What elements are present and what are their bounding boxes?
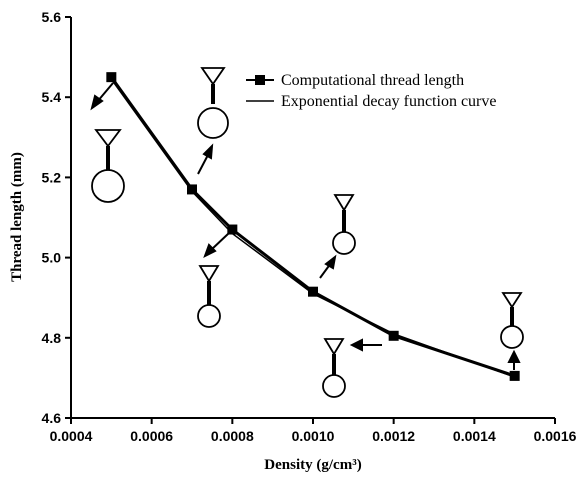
- droplet-icon: [197, 67, 229, 139]
- droplet-icon: [197, 265, 221, 328]
- series-layer: [106, 72, 520, 381]
- droplet-icon: [91, 129, 125, 203]
- square-marker-icon: [255, 75, 265, 85]
- x-tick-label: 0.0004: [50, 428, 93, 444]
- y-axis-title: Thread length (mm): [9, 152, 25, 282]
- y-tick-label: 5.6: [42, 9, 62, 25]
- computational-thread-line: [110, 76, 516, 378]
- data-point-marker: [227, 224, 238, 235]
- x-tick-label: 0.0016: [534, 428, 577, 444]
- arrow-icon: [197, 143, 214, 175]
- arrow-icon: [507, 349, 521, 370]
- data-point-marker: [187, 184, 197, 195]
- y-tick-label: 4.6: [42, 410, 62, 426]
- data-point-marker: [308, 286, 318, 297]
- legend-label-computational: Computational thread length: [281, 72, 464, 89]
- x-tick-label: 0.0014: [453, 428, 496, 444]
- data-point-marker: [388, 330, 399, 341]
- droplet-icon: [322, 338, 346, 398]
- x-tick-label: 0.0008: [211, 428, 254, 444]
- arrow-icon: [90, 82, 114, 111]
- x-axis-title: Density (g/cm³): [264, 457, 361, 473]
- y-tick-label: 5.2: [42, 169, 62, 185]
- data-point-marker: [509, 370, 520, 381]
- legend: Computational thread length Exponential …: [246, 72, 496, 110]
- legend-item-exponential: Exponential decay function curve: [246, 93, 496, 110]
- arrow-icon: [349, 338, 382, 352]
- droplet-illustrations: [91, 67, 524, 398]
- data-point-marker: [106, 72, 117, 83]
- y-tick-label: 5.0: [42, 250, 62, 266]
- y-tick-label: 5.4: [42, 89, 62, 105]
- exponential-decay-line: [110, 78, 515, 378]
- arrow-icon: [203, 232, 230, 259]
- droplet-icon: [332, 194, 356, 255]
- x-tick-label: 0.0012: [372, 428, 415, 444]
- legend-label-exponential: Exponential decay function curve: [281, 93, 496, 110]
- legend-item-computational: Computational thread length: [246, 72, 464, 89]
- y-tick-label: 4.8: [42, 330, 62, 346]
- y-ticks: 4.6 4.8 5.0 5.2 5.4 5.6: [42, 9, 71, 426]
- droplet-icon: [500, 292, 524, 349]
- annotation-arrows: [90, 82, 521, 370]
- x-tick-label: 0.0010: [292, 428, 335, 444]
- arrow-icon: [319, 254, 337, 279]
- x-tick-label: 0.0006: [130, 428, 173, 444]
- x-ticks: 0.0004 0.0006 0.0008 0.0010 0.0012 0.0014 0.00…: [50, 418, 577, 444]
